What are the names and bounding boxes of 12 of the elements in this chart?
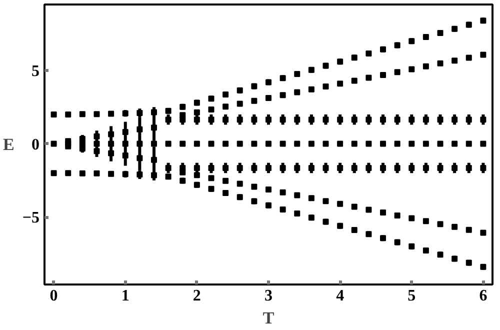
y-tick-label: −5: [22, 210, 40, 227]
x-tick-label: 5: [408, 288, 416, 304]
x-tick-label: 3: [264, 288, 272, 304]
x-tick-label: 0: [50, 288, 58, 304]
x-tick-label: 2: [192, 288, 201, 304]
y-tick-label: 5: [32, 62, 40, 80]
x-tick-label: 1: [121, 288, 130, 304]
y-axis-title: E: [3, 135, 14, 154]
x-axis-title: T: [262, 308, 275, 328]
x-tick-label: 4: [336, 288, 344, 304]
x-tick-label: 6: [479, 288, 488, 304]
y-tick-label: 0: [32, 136, 40, 154]
